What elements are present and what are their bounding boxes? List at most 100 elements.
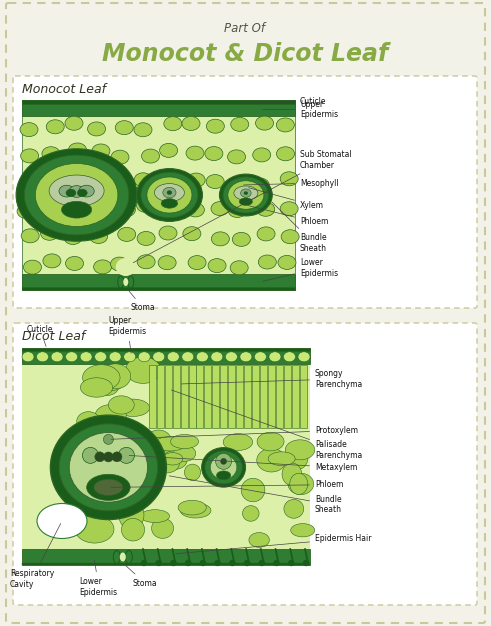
Ellipse shape (160, 172, 178, 187)
Ellipse shape (112, 452, 122, 462)
Ellipse shape (164, 116, 182, 131)
Ellipse shape (280, 202, 298, 216)
Ellipse shape (282, 463, 301, 485)
Ellipse shape (258, 255, 276, 269)
Ellipse shape (228, 181, 264, 209)
Ellipse shape (75, 515, 114, 543)
Ellipse shape (230, 261, 248, 275)
Ellipse shape (77, 412, 100, 431)
Ellipse shape (244, 560, 250, 566)
Ellipse shape (196, 352, 208, 362)
Ellipse shape (79, 185, 94, 197)
Ellipse shape (21, 149, 39, 163)
Text: Stoma: Stoma (125, 565, 158, 587)
Ellipse shape (48, 177, 66, 190)
Ellipse shape (22, 352, 34, 362)
Ellipse shape (24, 260, 41, 274)
Ellipse shape (288, 560, 294, 566)
Ellipse shape (113, 550, 120, 563)
Ellipse shape (94, 260, 111, 274)
Ellipse shape (134, 173, 152, 187)
Ellipse shape (211, 232, 229, 246)
Ellipse shape (216, 453, 232, 470)
Ellipse shape (276, 118, 294, 132)
Ellipse shape (82, 448, 98, 463)
Bar (164, 365, 172, 428)
Ellipse shape (187, 173, 205, 187)
Text: Mesophyll: Mesophyll (244, 178, 339, 188)
Ellipse shape (186, 146, 204, 160)
Ellipse shape (220, 458, 227, 464)
Ellipse shape (291, 523, 315, 537)
Ellipse shape (66, 189, 76, 197)
Ellipse shape (51, 352, 63, 362)
Ellipse shape (117, 203, 136, 217)
Ellipse shape (17, 204, 35, 218)
Ellipse shape (77, 189, 87, 197)
Ellipse shape (59, 424, 158, 511)
Ellipse shape (90, 198, 108, 213)
Ellipse shape (298, 352, 310, 362)
Ellipse shape (153, 352, 165, 362)
Bar (22, 100, 295, 290)
Ellipse shape (35, 163, 118, 227)
Bar (181, 365, 188, 428)
Ellipse shape (285, 440, 315, 460)
Ellipse shape (241, 478, 265, 502)
Text: Phloem: Phloem (111, 480, 343, 489)
Text: Palisade
Parenchyma: Palisade Parenchyma (171, 390, 362, 459)
Bar (268, 365, 275, 428)
Ellipse shape (167, 352, 179, 362)
Text: Part Of: Part Of (224, 22, 266, 35)
Ellipse shape (98, 419, 133, 444)
Ellipse shape (111, 172, 129, 186)
Bar (173, 365, 180, 428)
Ellipse shape (41, 226, 58, 240)
Ellipse shape (239, 198, 252, 205)
Ellipse shape (20, 123, 38, 136)
Ellipse shape (66, 257, 83, 270)
Ellipse shape (99, 374, 124, 391)
Ellipse shape (145, 430, 171, 453)
Ellipse shape (273, 560, 279, 566)
Ellipse shape (64, 230, 82, 245)
Ellipse shape (140, 510, 169, 523)
Ellipse shape (118, 227, 136, 242)
Text: Monocot & Dicot Leaf: Monocot & Dicot Leaf (102, 42, 388, 66)
Text: Protoxylem: Protoxylem (111, 426, 358, 439)
Ellipse shape (183, 227, 201, 240)
Ellipse shape (115, 121, 133, 135)
Ellipse shape (187, 203, 204, 217)
Ellipse shape (94, 480, 123, 495)
Ellipse shape (138, 352, 150, 362)
Text: Lower
Epidermis: Lower Epidermis (80, 560, 118, 597)
Ellipse shape (125, 550, 132, 563)
Ellipse shape (120, 553, 126, 562)
Bar (236, 365, 244, 428)
Ellipse shape (119, 500, 144, 530)
Ellipse shape (16, 149, 137, 241)
Ellipse shape (95, 404, 126, 426)
Ellipse shape (202, 448, 246, 487)
Ellipse shape (61, 202, 92, 218)
Ellipse shape (180, 503, 211, 518)
Ellipse shape (81, 377, 112, 397)
Ellipse shape (212, 452, 234, 471)
Ellipse shape (290, 473, 308, 495)
Ellipse shape (182, 352, 194, 362)
Text: Spongy
Parenchyma: Spongy Parenchyma (182, 369, 362, 389)
Ellipse shape (111, 150, 129, 164)
Ellipse shape (134, 123, 152, 136)
Ellipse shape (228, 177, 246, 191)
Ellipse shape (70, 198, 88, 212)
Ellipse shape (164, 438, 185, 452)
Ellipse shape (49, 175, 104, 207)
Text: Metaxylem: Metaxylem (129, 456, 357, 472)
Text: Stoma: Stoma (128, 289, 155, 312)
Ellipse shape (185, 560, 191, 566)
Ellipse shape (25, 155, 129, 235)
Ellipse shape (241, 189, 251, 197)
Ellipse shape (81, 486, 120, 503)
Ellipse shape (229, 560, 235, 566)
Ellipse shape (82, 453, 108, 480)
